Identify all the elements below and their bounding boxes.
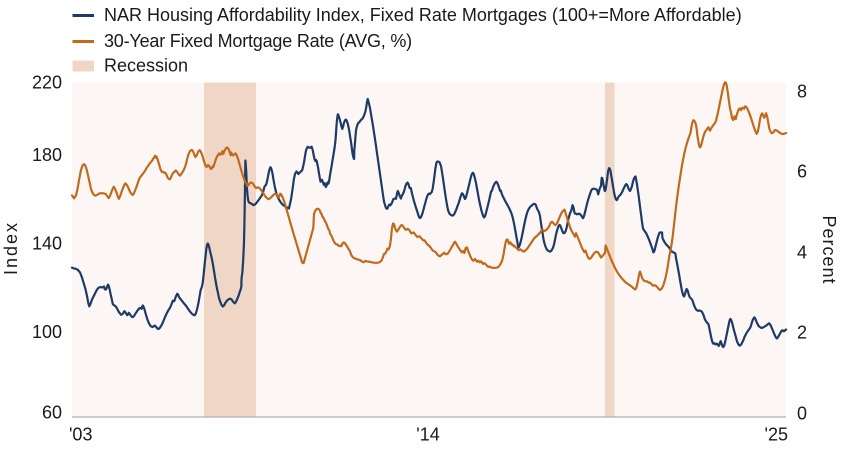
svg-text:Recession: Recession bbox=[104, 56, 188, 76]
svg-text:Index: Index bbox=[1, 221, 21, 275]
svg-text:140: 140 bbox=[32, 234, 62, 254]
svg-text:Percent: Percent bbox=[819, 215, 839, 284]
svg-text:8: 8 bbox=[797, 82, 807, 102]
svg-text:180: 180 bbox=[32, 145, 62, 165]
svg-text:0: 0 bbox=[797, 404, 807, 424]
svg-text:60: 60 bbox=[42, 403, 62, 423]
svg-text:NAR Housing Affordability Inde: NAR Housing Affordability Index, Fixed R… bbox=[104, 5, 742, 25]
svg-text:4: 4 bbox=[797, 243, 807, 263]
svg-text:'03: '03 bbox=[69, 425, 92, 445]
svg-text:30-Year Fixed Mortgage Rate (A: 30-Year Fixed Mortgage Rate (AVG, %) bbox=[104, 31, 412, 51]
svg-text:'25: '25 bbox=[765, 425, 788, 445]
svg-text:220: 220 bbox=[32, 73, 62, 93]
svg-text:6: 6 bbox=[797, 162, 807, 182]
svg-text:100: 100 bbox=[32, 322, 62, 342]
svg-text:'14: '14 bbox=[416, 425, 439, 445]
svg-text:2: 2 bbox=[797, 323, 807, 343]
